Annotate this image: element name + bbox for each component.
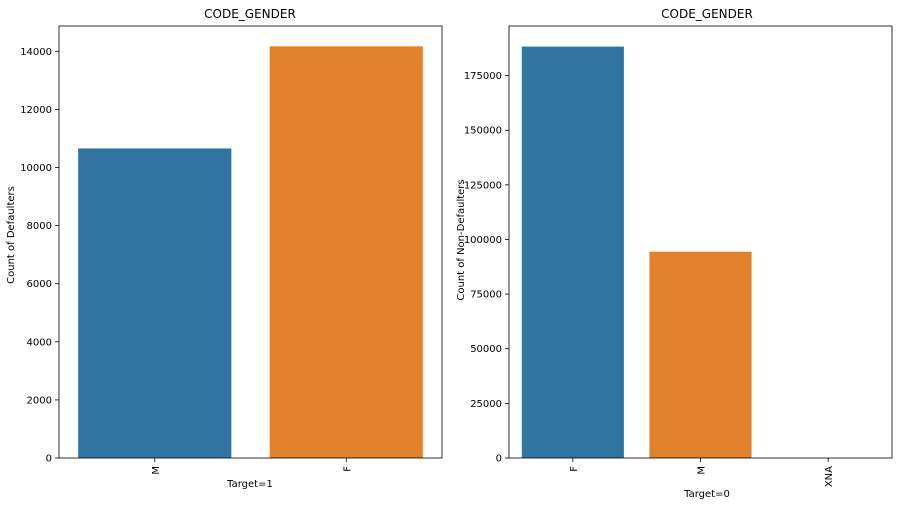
y-tick-label: 10000 <box>20 163 52 174</box>
y-tick-label: 0 <box>46 454 52 465</box>
y-axis-label: Count of Defaulters <box>6 186 17 284</box>
x-tick-label: F <box>569 466 580 472</box>
x-tick-label: M <box>697 466 708 475</box>
x-tick-label: F <box>342 466 353 472</box>
bar-m <box>78 148 231 458</box>
y-tick-label: 25000 <box>470 399 502 410</box>
chart-title: CODE_GENDER <box>661 7 753 21</box>
bar-f <box>522 47 624 458</box>
y-tick-label: 6000 <box>27 279 52 290</box>
bar-f <box>270 46 423 458</box>
y-tick-label: 150000 <box>464 126 502 137</box>
y-tick-label: 4000 <box>27 337 52 348</box>
x-tick-label: M <box>151 466 162 475</box>
y-tick-label: 50000 <box>470 344 502 355</box>
chart-title: CODE_GENDER <box>204 7 296 21</box>
y-tick-label: 14000 <box>20 47 52 58</box>
y-tick-label: 100000 <box>464 235 502 246</box>
x-tick-label: XNA <box>824 466 835 487</box>
y-tick-label: 8000 <box>27 221 52 232</box>
y-tick-label: 175000 <box>464 71 502 82</box>
y-tick-label: 12000 <box>20 105 52 116</box>
x-axis-label: Target=0 <box>683 489 730 500</box>
y-tick-label: 0 <box>496 454 502 465</box>
x-axis-label: Target=1 <box>226 479 273 490</box>
y-tick-label: 75000 <box>470 290 502 301</box>
y-tick-label: 2000 <box>27 395 52 406</box>
bar-m <box>649 252 751 458</box>
y-tick-label: 125000 <box>464 180 502 191</box>
